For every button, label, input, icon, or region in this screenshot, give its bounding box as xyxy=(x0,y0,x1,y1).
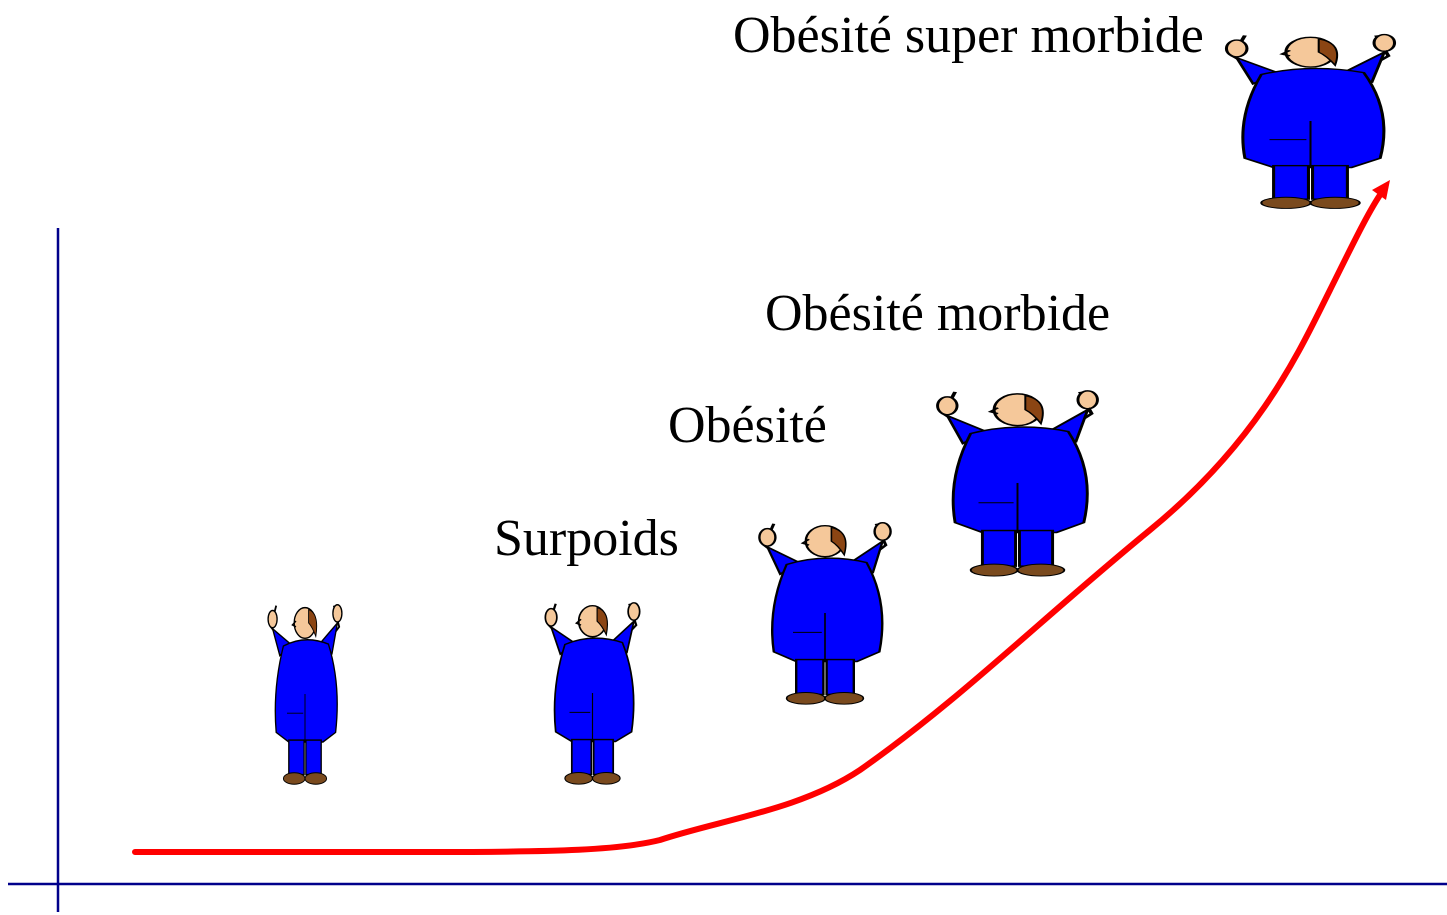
figure-normal xyxy=(267,603,343,786)
figure-super-morbid xyxy=(1226,35,1394,209)
curve-arrowhead xyxy=(1372,180,1390,200)
stage-label: Obésité morbide xyxy=(765,285,1110,342)
stage-label: Obésité xyxy=(668,397,827,454)
figure-morbid xyxy=(935,388,1100,579)
figure-overweight xyxy=(544,601,641,786)
stage-label: Surpoids xyxy=(494,510,679,567)
stage-label: Obésité super morbide xyxy=(733,7,1204,64)
trend-curve xyxy=(132,189,1385,855)
figure-obese xyxy=(757,521,893,706)
